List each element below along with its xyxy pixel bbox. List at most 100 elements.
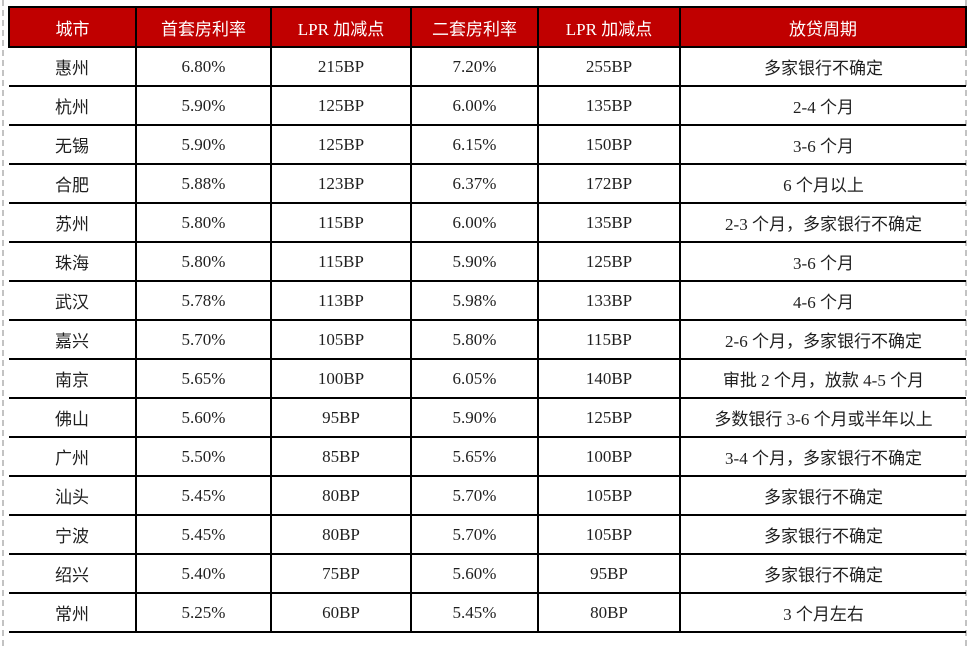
table-cell: 123BP [270, 163, 412, 204]
table-cell: 5.90% [410, 397, 539, 438]
table-cell: 85BP [270, 436, 412, 477]
table-row: 无锡 5.90% 125BP 6.15% 150BP 3-6 个月 [9, 124, 966, 165]
table-cell: 115BP [270, 202, 412, 243]
table-cell: 80BP [270, 475, 412, 516]
table-cell: 3-6 个月 [679, 241, 966, 282]
table-cell: 多家银行不确定 [679, 46, 966, 87]
table-row: 广州 5.50% 85BP 5.65% 100BP 3-4 个月，多家银行不确定 [9, 436, 966, 477]
table-cell: 苏州 [9, 202, 137, 243]
table-cell: 5.70% [410, 514, 539, 555]
table-cell: 105BP [270, 319, 412, 360]
table-cell: 5.80% [135, 202, 272, 243]
table-cell: 100BP [270, 358, 412, 399]
table-cell: 3 个月左右 [679, 592, 966, 633]
table-cell: 125BP [270, 85, 412, 126]
table-cell: 6 个月以上 [679, 163, 966, 204]
table-cell: 140BP [537, 358, 681, 399]
table-cell: 合肥 [9, 163, 137, 204]
table-cell: 5.25% [135, 592, 272, 633]
table-cell: 5.45% [135, 514, 272, 555]
table-row: 苏州 5.80% 115BP 6.00% 135BP 2-3 个月，多家银行不确定 [9, 202, 966, 243]
table-cell: 多数银行 3-6 个月或半年以上 [679, 397, 966, 438]
table-cell: 95BP [270, 397, 412, 438]
table-cell: 多家银行不确定 [679, 514, 966, 555]
table-cell: 常州 [9, 592, 137, 633]
table-cell: 审批 2 个月，放款 4-5 个月 [679, 358, 966, 399]
table-cell: 5.88% [135, 163, 272, 204]
table-cell: 4-6 个月 [679, 280, 966, 321]
column-header-lpr-adjustment-1: LPR 加减点 [270, 6, 412, 48]
table-row: 珠海 5.80% 115BP 5.90% 125BP 3-6 个月 [9, 241, 966, 282]
table-cell: 嘉兴 [9, 319, 137, 360]
table-cell: 无锡 [9, 124, 137, 165]
table-cell: 60BP [270, 592, 412, 633]
table-row: 合肥 5.88% 123BP 6.37% 172BP 6 个月以上 [9, 163, 966, 204]
mortgage-rate-table: 城市 首套房利率 LPR 加减点 二套房利率 LPR 加减点 放贷周期 惠州 6.… [8, 6, 967, 633]
table-cell: 5.40% [135, 553, 272, 594]
table-row: 佛山 5.60% 95BP 5.90% 125BP 多数银行 3-6 个月或半年以上 [9, 397, 966, 438]
table-cell: 2-6 个月，多家银行不确定 [679, 319, 966, 360]
table-cell: 5.90% [135, 124, 272, 165]
column-header-first-home-rate: 首套房利率 [135, 6, 272, 48]
table-cell: 125BP [270, 124, 412, 165]
table-row: 惠州 6.80% 215BP 7.20% 255BP 多家银行不确定 [9, 46, 966, 87]
table-cell: 7.20% [410, 46, 539, 87]
table-cell: 6.15% [410, 124, 539, 165]
table-cell: 绍兴 [9, 553, 137, 594]
table-cell: 172BP [537, 163, 681, 204]
table-cell: 5.80% [135, 241, 272, 282]
left-dashed-guide [2, 0, 4, 646]
table-cell: 5.50% [135, 436, 272, 477]
table-cell: 5.60% [410, 553, 539, 594]
table-cell: 105BP [537, 514, 681, 555]
table-cell: 杭州 [9, 85, 137, 126]
table-row: 南京 5.65% 100BP 6.05% 140BP 审批 2 个月，放款 4-5 个月 [9, 358, 966, 399]
right-dashed-guide [965, 0, 967, 646]
table-cell: 惠州 [9, 46, 137, 87]
table-cell: 255BP [537, 46, 681, 87]
table-cell: 5.78% [135, 280, 272, 321]
table-cell: 广州 [9, 436, 137, 477]
column-header-city: 城市 [8, 6, 137, 48]
table-cell: 5.70% [135, 319, 272, 360]
table-cell: 115BP [270, 241, 412, 282]
table-body: 惠州 6.80% 215BP 7.20% 255BP 多家银行不确定 杭州 5.90% 125B… [9, 46, 966, 633]
table-row: 汕头 5.45% 80BP 5.70% 105BP 多家银行不确定 [9, 475, 966, 516]
table-cell: 150BP [537, 124, 681, 165]
table-cell: 6.37% [410, 163, 539, 204]
table-cell: 135BP [537, 202, 681, 243]
table-row: 宁波 5.45% 80BP 5.70% 105BP 多家银行不确定 [9, 514, 966, 555]
table-cell: 5.65% [135, 358, 272, 399]
table-cell: 6.00% [410, 85, 539, 126]
table-row: 嘉兴 5.70% 105BP 5.80% 115BP 2-6 个月，多家银行不确定 [9, 319, 966, 360]
header-row: 城市 首套房利率 LPR 加减点 二套房利率 LPR 加减点 放贷周期 [8, 6, 967, 48]
table-cell: 5.45% [410, 592, 539, 633]
table-cell: 5.60% [135, 397, 272, 438]
table-cell: 5.65% [410, 436, 539, 477]
table-row: 武汉 5.78% 113BP 5.98% 133BP 4-6 个月 [9, 280, 966, 321]
table-cell: 80BP [537, 592, 681, 633]
table-row: 绍兴 5.40% 75BP 5.60% 95BP 多家银行不确定 [9, 553, 966, 594]
table-cell: 多家银行不确定 [679, 475, 966, 516]
table-cell: 125BP [537, 397, 681, 438]
table-cell: 2-3 个月，多家银行不确定 [679, 202, 966, 243]
table-cell: 6.00% [410, 202, 539, 243]
table-cell: 80BP [270, 514, 412, 555]
table-cell: 105BP [537, 475, 681, 516]
table-cell: 100BP [537, 436, 681, 477]
table-cell: 5.98% [410, 280, 539, 321]
table-cell: 汕头 [9, 475, 137, 516]
table-cell: 多家银行不确定 [679, 553, 966, 594]
table-cell: 佛山 [9, 397, 137, 438]
table-cell: 珠海 [9, 241, 137, 282]
table-cell: 武汉 [9, 280, 137, 321]
table-cell: 5.70% [410, 475, 539, 516]
table-cell: 125BP [537, 241, 681, 282]
table-cell: 75BP [270, 553, 412, 594]
table-cell: 2-4 个月 [679, 85, 966, 126]
table-cell: 6.05% [410, 358, 539, 399]
table-cell: 宁波 [9, 514, 137, 555]
column-header-lpr-adjustment-2: LPR 加减点 [537, 6, 681, 48]
table-cell: 215BP [270, 46, 412, 87]
table-row: 杭州 5.90% 125BP 6.00% 135BP 2-4 个月 [9, 85, 966, 126]
